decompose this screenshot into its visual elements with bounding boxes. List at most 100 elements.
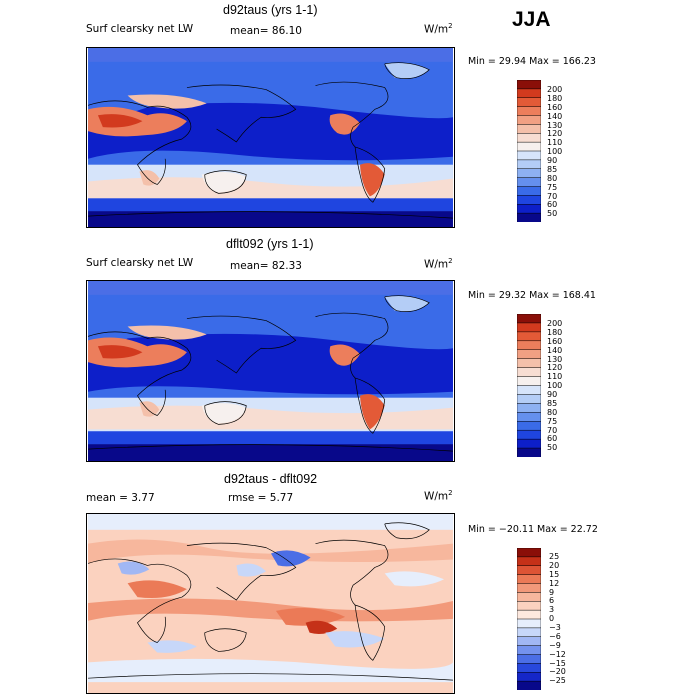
colorbar-tick: 90 <box>547 156 558 165</box>
colorbar-tick: 70 <box>547 191 558 201</box>
colorbar-tick: 15 <box>549 569 560 579</box>
colorbar-swatch <box>517 672 541 682</box>
colorbar-tick: 110 <box>547 138 563 148</box>
colorbar-tick: 140 <box>547 345 563 355</box>
colorbar-swatch <box>517 574 541 585</box>
colorbar-swatch <box>517 680 541 690</box>
colorbar-swatch <box>517 376 541 387</box>
colorbar-swatch <box>517 159 541 170</box>
colorbar-swatch <box>517 367 541 378</box>
colorbar-tick: 75 <box>547 182 558 192</box>
colorbar-tick: 130 <box>547 354 563 364</box>
colorbar-tick: 9 <box>549 587 555 597</box>
colorbar-swatch <box>517 645 541 656</box>
colorbar-tick: 130 <box>547 120 563 130</box>
panel-1-mean: mean= 86.10 <box>230 25 302 37</box>
panel-2-colorbar-ticks: 200 180 160 140 130 120 110 100 90 85 80… <box>547 319 587 462</box>
colorbar-swatch <box>517 421 541 431</box>
panel-2-map <box>86 280 455 462</box>
colorbar-tick: −20 <box>549 667 566 677</box>
colorbar-tick: 20 <box>549 560 560 570</box>
panel-1-colorbar-ticks: 200 180 160 140 130 120 110 100 90 85 80… <box>547 85 587 227</box>
colorbar-swatch <box>517 438 541 449</box>
colorbar-tick: 12 <box>549 578 560 588</box>
panel-1-colorbar <box>517 80 541 222</box>
colorbar-swatch <box>517 583 541 593</box>
colorbar-tick: −15 <box>549 658 566 668</box>
colorbar-tick: 180 <box>547 327 563 337</box>
panel-3-minmax: Min = −20.11 Max = 22.72 <box>468 524 598 535</box>
colorbar-swatch <box>517 349 541 360</box>
colorbar-tick: 140 <box>547 111 563 121</box>
colorbar-swatch <box>517 654 541 664</box>
colorbar-swatch <box>517 106 541 117</box>
panel-2-field-label: Surf clearsky net LW <box>86 257 194 269</box>
panel-2-units: W/m2 <box>424 257 453 271</box>
colorbar-tick: 180 <box>547 93 563 103</box>
colorbar-tick: 85 <box>547 164 558 174</box>
colorbar-tick: −3 <box>549 623 561 632</box>
colorbar-swatch <box>517 548 541 558</box>
colorbar-tick: 3 <box>549 605 555 615</box>
colorbar-tick: 6 <box>549 596 555 606</box>
colorbar-swatch <box>517 150 541 161</box>
colorbar-tick: 80 <box>547 173 558 183</box>
panel-1-field-label: Surf clearsky net LW <box>86 23 194 35</box>
panel-1-map <box>86 47 455 228</box>
panel-2-colorbar <box>517 314 541 457</box>
panel-3-rmse: rmse = 5.77 <box>228 492 294 504</box>
panel-3-colorbar-ticks: 25 20 15 12 9 6 3 0 −3 −6 −9 −12 −15 −20… <box>549 552 589 694</box>
panel-3-colorbar <box>517 548 541 690</box>
colorbar-swatch <box>517 447 541 457</box>
colorbar-tick: −25 <box>549 676 566 686</box>
colorbar-tick: −6 <box>549 631 561 641</box>
colorbar-tick: 75 <box>547 416 558 426</box>
colorbar-tick: 90 <box>547 390 558 399</box>
colorbar-swatch <box>517 141 541 152</box>
colorbar-swatch <box>517 636 541 647</box>
colorbar-swatch <box>517 124 541 134</box>
panel-2-minmax: Min = 29.32 Max = 168.41 <box>468 290 596 301</box>
colorbar-swatch <box>517 609 541 620</box>
colorbar-tick: 200 <box>547 319 563 328</box>
colorbar-swatch <box>517 186 541 196</box>
colorbar-swatch <box>517 618 541 629</box>
colorbar-swatch <box>517 358 541 369</box>
colorbar-swatch <box>517 195 541 205</box>
panel-3-map <box>86 513 455 694</box>
colorbar-swatch <box>517 204 541 214</box>
colorbar-tick: −12 <box>549 649 566 659</box>
colorbar-swatch <box>517 340 541 351</box>
colorbar-swatch <box>517 88 541 99</box>
colorbar-tick: 50 <box>547 209 558 219</box>
panel-3-units: W/m2 <box>424 489 453 503</box>
colorbar-swatch <box>517 80 541 90</box>
colorbar-tick: 50 <box>547 443 558 453</box>
colorbar-tick: 160 <box>547 102 563 112</box>
panel-1-units: W/m2 <box>424 22 453 36</box>
colorbar-swatch <box>517 565 541 576</box>
colorbar-tick: −9 <box>549 640 561 650</box>
colorbar-swatch <box>517 627 541 638</box>
colorbar-swatch <box>517 133 541 143</box>
colorbar-tick: 60 <box>547 200 558 210</box>
colorbar-tick: 120 <box>547 363 563 373</box>
colorbar-tick: 70 <box>547 425 558 435</box>
colorbar-tick: 120 <box>547 129 563 139</box>
colorbar-swatch <box>517 385 541 395</box>
colorbar-tick: 60 <box>547 434 558 444</box>
colorbar-tick: 160 <box>547 336 563 346</box>
panel-3-mean: mean = 3.77 <box>86 492 155 504</box>
colorbar-swatch <box>517 592 541 602</box>
colorbar-swatch <box>517 314 541 324</box>
colorbar-swatch <box>517 403 541 413</box>
colorbar-swatch <box>517 177 541 188</box>
colorbar-tick: 85 <box>547 398 558 408</box>
colorbar-tick: 100 <box>547 381 563 391</box>
colorbar-swatch <box>517 556 541 567</box>
colorbar-swatch <box>517 212 541 222</box>
panel-3-title: d92taus - dflt092 <box>224 472 318 486</box>
season-label: JJA <box>512 8 551 31</box>
colorbar-swatch <box>517 412 541 422</box>
colorbar-swatch <box>517 429 541 440</box>
